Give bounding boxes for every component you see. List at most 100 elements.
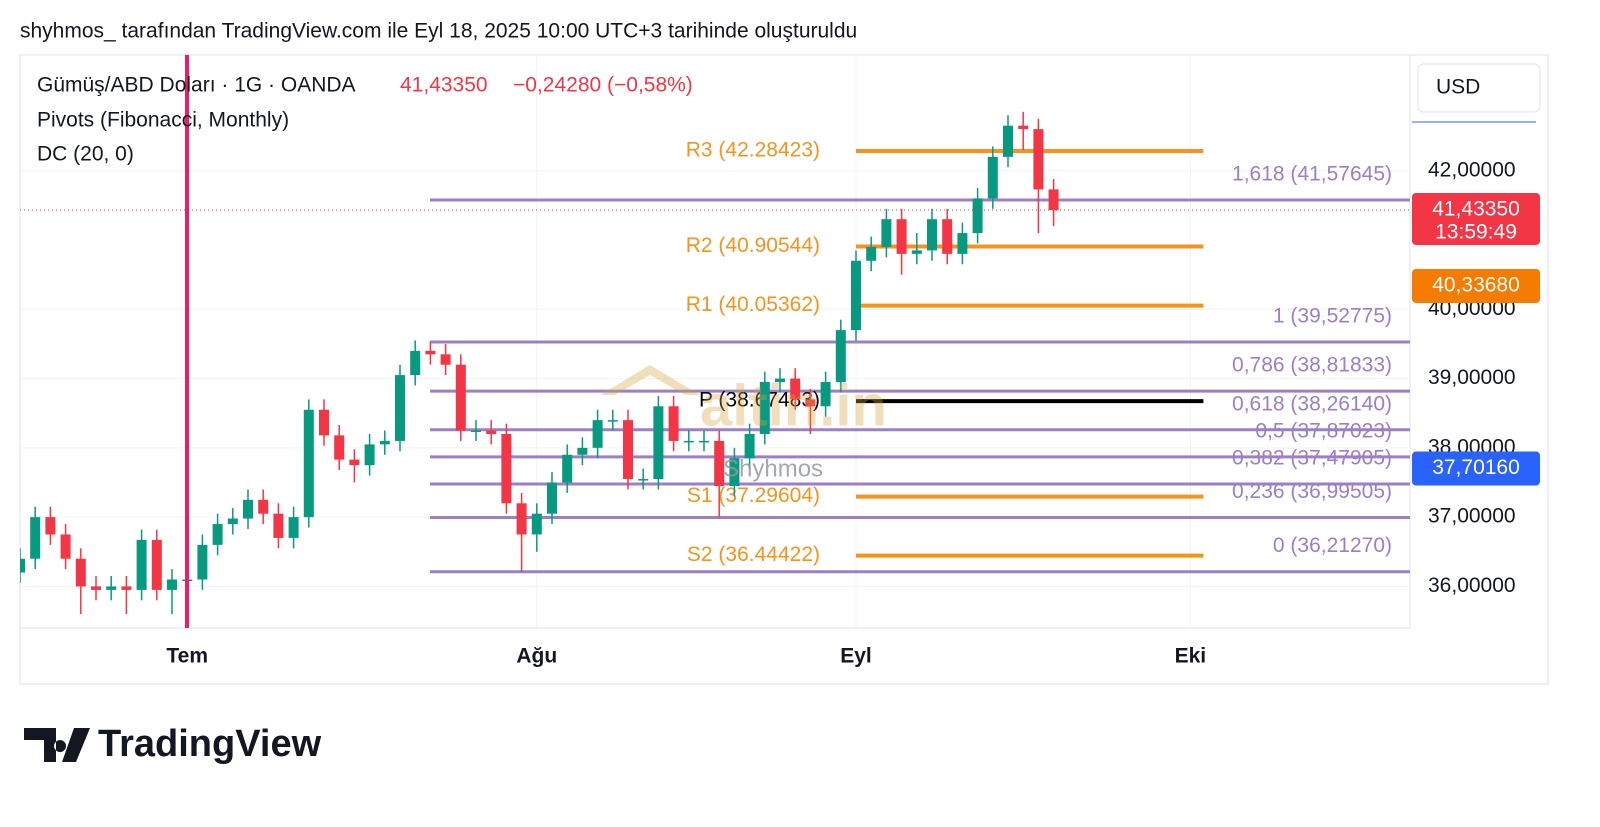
candle-body [30, 517, 41, 559]
candle-body [440, 354, 451, 365]
candle-body [471, 430, 481, 433]
candle-body [775, 378, 785, 383]
candle-body [364, 444, 375, 466]
x-tick-label: Eki [1175, 645, 1207, 668]
fib-label: 0,236 (36,99505) [1232, 480, 1392, 503]
pivot-label: R1 (40.05362) [686, 293, 820, 316]
last-price: 41,43350 [400, 74, 488, 97]
pivot-label: S1 (37.29604) [687, 484, 820, 507]
indicator: DC (20, 0) [37, 143, 134, 166]
candle-body [683, 440, 694, 443]
candle-body [607, 420, 618, 422]
candle-body [790, 378, 801, 400]
brand-mark [24, 728, 90, 762]
candle-body [562, 454, 573, 483]
watermark-author: Shyhmos [723, 455, 823, 482]
candle-body [20, 558, 25, 573]
candle-body [319, 409, 329, 436]
candle-body [896, 219, 907, 254]
candle-body [866, 246, 877, 261]
countdown: 13:59:49 [1435, 221, 1517, 244]
fib-label: 0,5 (37,87023) [1255, 419, 1392, 442]
price-tag-label: 40,33680 [1432, 273, 1520, 296]
currency: USD [1436, 76, 1480, 99]
candle-body [1003, 125, 1013, 157]
brand-logo [24, 728, 90, 762]
candle-body [623, 420, 633, 480]
indicator: Pivots (Fibonacci, Monthly) [37, 109, 289, 132]
watermark-site: altin.in [700, 373, 887, 438]
candle-body [410, 350, 421, 376]
candle-body [273, 513, 284, 538]
candle-body [227, 518, 238, 525]
fib-label: 1 (39,52775) [1273, 305, 1392, 328]
candle-body [212, 524, 223, 545]
candle-body [927, 219, 937, 251]
candle-body [1018, 125, 1029, 130]
fib-label: 0,618 (38,26140) [1232, 392, 1392, 415]
candle-body [379, 440, 390, 445]
candle-body [972, 198, 983, 234]
fib-label: 0,786 (38,81833) [1232, 354, 1392, 377]
candle-body [881, 219, 892, 247]
x-tick-label: Ağu [516, 645, 557, 668]
watermark-logo [600, 365, 700, 395]
candle-body [592, 420, 603, 448]
pivot-label: R2 (40.90544) [686, 234, 820, 257]
candle-body [60, 534, 71, 559]
candle-body [349, 459, 360, 466]
watermark: altin.in [600, 365, 887, 438]
candle-body [288, 517, 299, 538]
candle-body [805, 399, 816, 407]
candle-body [258, 499, 269, 514]
y-tick-label: 36,00000 [1428, 574, 1516, 597]
candle-body [45, 517, 56, 535]
y-tick-label: 37,00000 [1428, 505, 1516, 528]
candle-body [425, 350, 436, 355]
brand: TradingView [98, 723, 322, 765]
candle-body [75, 558, 86, 587]
y-tick-label: 42,00000 [1428, 158, 1516, 181]
currency-button[interactable] [1417, 63, 1541, 113]
candle-body [243, 499, 253, 519]
candle-body [911, 250, 922, 254]
candle-body [653, 406, 664, 480]
candle-body [334, 435, 345, 460]
x-tick-label: Eyl [840, 645, 872, 668]
candle-body [1033, 129, 1044, 190]
candle-body [957, 233, 968, 254]
pivot-label: P (38.67483) [699, 389, 820, 412]
candle-body [531, 513, 542, 535]
chart-frame [19, 54, 1549, 685]
candle-body [136, 540, 147, 590]
candle-body [987, 156, 998, 199]
candle-body [744, 433, 755, 459]
price-axis: 36,0000037,0000038,0000039,0000040,00000… [1412, 158, 1540, 597]
price-tag [1412, 192, 1540, 245]
candle-body [151, 540, 162, 590]
candle-body [729, 458, 740, 486]
fib-label: 1,618 (41,57645) [1232, 163, 1392, 186]
caption: shyhmos_ tarafından TradingView.com ile … [20, 20, 857, 43]
candle-body [516, 503, 527, 535]
price-change: −0,24280 (−0,58%) [513, 74, 693, 97]
candle-body [942, 219, 953, 254]
symbol: Gümüş/ABD Doları · 1G · OANDA [37, 74, 356, 97]
candle-body [1048, 189, 1059, 210]
price-tag-label: 37,70160 [1432, 456, 1520, 479]
fib-label: 0,382 (37,47905) [1232, 446, 1392, 469]
candle-body [759, 382, 770, 434]
candle-body [197, 544, 208, 580]
candle-body [91, 586, 101, 590]
candle-body [820, 382, 831, 407]
candle-body [714, 440, 725, 486]
candle-body [303, 409, 314, 518]
candle-body [121, 586, 132, 590]
candle-body [395, 375, 405, 441]
x-tick-label: Tem [166, 645, 208, 668]
candle-body [455, 364, 466, 431]
candle-body [501, 433, 512, 504]
fib-label: 0 (36,21270) [1273, 534, 1392, 557]
candle-body [167, 579, 177, 590]
